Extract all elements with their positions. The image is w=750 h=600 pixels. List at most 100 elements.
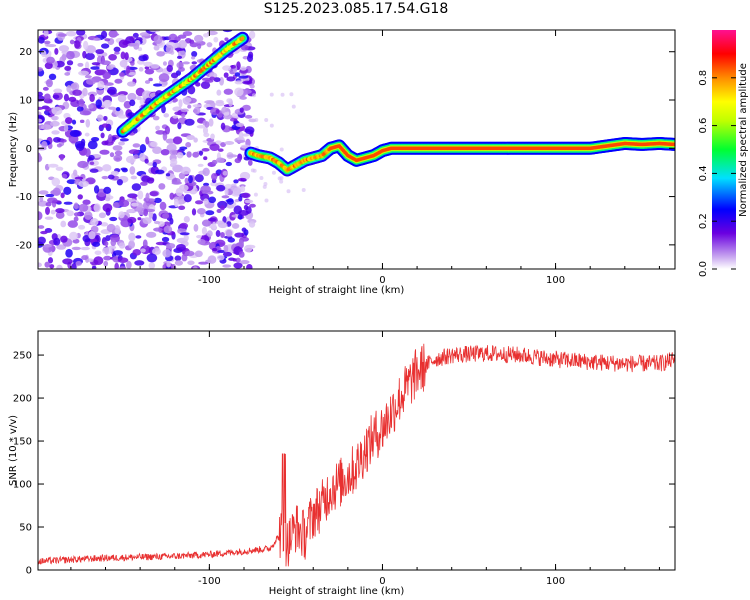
noise-cell: [200, 185, 211, 193]
noise-cell: [113, 154, 123, 162]
noise-cell: [234, 199, 240, 203]
noise-cell: [74, 40, 81, 49]
noise-cell: [177, 34, 187, 39]
noise-cell: [109, 152, 115, 158]
noise-cell: [197, 239, 206, 245]
noise-cell: [128, 149, 140, 155]
snr-panel: -100 0 100 0 50 100 150 200 250 Height of straigh…: [8, 330, 676, 597]
noise-cell: [150, 63, 160, 69]
noise-cell: [85, 148, 91, 158]
noise-cell: [127, 208, 134, 213]
noise-cell: [85, 118, 91, 128]
noise-cell: [85, 52, 95, 61]
colorbar-label: Normalized spectral amplitude: [738, 63, 749, 217]
noise-cell: [209, 143, 220, 152]
noise-cell: [103, 260, 109, 267]
noise-cell: [65, 117, 73, 125]
noise-cell: [138, 67, 144, 72]
colorbar: 0.0 0.2 0.4 0.6 0.8 Normalized spectral ampli…: [698, 30, 749, 277]
noise-cell: [150, 141, 158, 148]
noise-cell: [61, 173, 68, 179]
noise-cell: [141, 90, 152, 100]
noise-cell: [133, 42, 140, 50]
noise-cell: [51, 177, 61, 187]
noise-cell: [63, 186, 72, 196]
noise-cell: [51, 130, 60, 135]
noise-cell: [77, 160, 89, 169]
noise-cell: [253, 192, 258, 197]
noise-cell: [175, 187, 183, 197]
noise-cell: [104, 38, 111, 42]
noise-cell: [50, 120, 60, 127]
noise-cell: [89, 93, 95, 103]
noise-cell: [234, 87, 244, 97]
noise-cell: [68, 96, 77, 102]
noise-cell: [143, 208, 149, 217]
noise-cell: [64, 65, 72, 71]
noise-cell: [70, 83, 78, 89]
noise-cell: [56, 244, 67, 250]
noise-cell: [217, 200, 228, 209]
noise-cell: [79, 119, 85, 124]
noise-cell: [128, 240, 136, 249]
noise-cell: [155, 130, 166, 135]
noise-cell: [235, 139, 246, 143]
noise-cell: [89, 161, 95, 165]
noise-cell: [238, 251, 245, 258]
noise-cell: [138, 55, 148, 62]
noise-cell: [269, 92, 274, 97]
noise-cell: [183, 233, 189, 242]
noise-cell: [71, 263, 77, 269]
spectrogram-cells: [38, 30, 675, 269]
noise-cell: [58, 45, 70, 52]
noise-cell: [176, 55, 183, 60]
noise-cell: [222, 264, 232, 268]
noise-cell: [264, 198, 269, 203]
noise-cell: [164, 125, 171, 135]
noise-cell: [128, 71, 137, 76]
noise-cell: [87, 140, 98, 150]
noise-cell: [94, 250, 102, 256]
noise-cell: [38, 190, 49, 195]
noise-cell: [101, 175, 109, 180]
noise-cell: [55, 208, 65, 214]
noise-cell: [104, 197, 111, 202]
noise-cell: [144, 68, 155, 75]
noise-cell: [152, 83, 163, 87]
noise-cell: [66, 50, 75, 60]
noise-cell: [38, 106, 44, 111]
bot-xtick-label: 0: [379, 576, 385, 587]
noise-cell: [91, 62, 101, 66]
noise-cell: [153, 45, 160, 51]
noise-cell: [209, 76, 216, 81]
noise-cell: [162, 213, 170, 219]
noise-cell: [56, 264, 63, 269]
noise-cell: [227, 154, 238, 158]
noise-cell: [220, 232, 225, 238]
noise-cell: [40, 124, 52, 130]
noise-cell: [200, 81, 211, 90]
noise-cell: [229, 65, 236, 69]
top-ylabel: Frequency (Hz): [8, 112, 19, 188]
noise-cell: [139, 98, 145, 106]
noise-cell: [160, 149, 170, 156]
noise-cell: [114, 51, 120, 55]
noise-cell: [82, 87, 88, 97]
noise-cell: [185, 142, 192, 148]
noise-cell: [248, 221, 256, 228]
noise-cell: [249, 203, 256, 208]
noise-cell: [227, 237, 236, 243]
bot-xlabel: Height of straight line (km): [269, 586, 405, 597]
noise-cell: [63, 93, 69, 102]
noise-cell: [211, 173, 218, 181]
noise-cell: [144, 158, 149, 164]
noise-cell: [118, 141, 125, 146]
noise-cell: [177, 200, 184, 205]
noise-cell: [126, 65, 131, 74]
noise-cell: [238, 209, 249, 216]
top-xtick-label: -100: [198, 275, 221, 286]
noise-cell: [133, 154, 139, 160]
bot-frame: [37, 330, 676, 571]
noise-cell: [146, 177, 155, 184]
noise-cell: [210, 133, 215, 140]
